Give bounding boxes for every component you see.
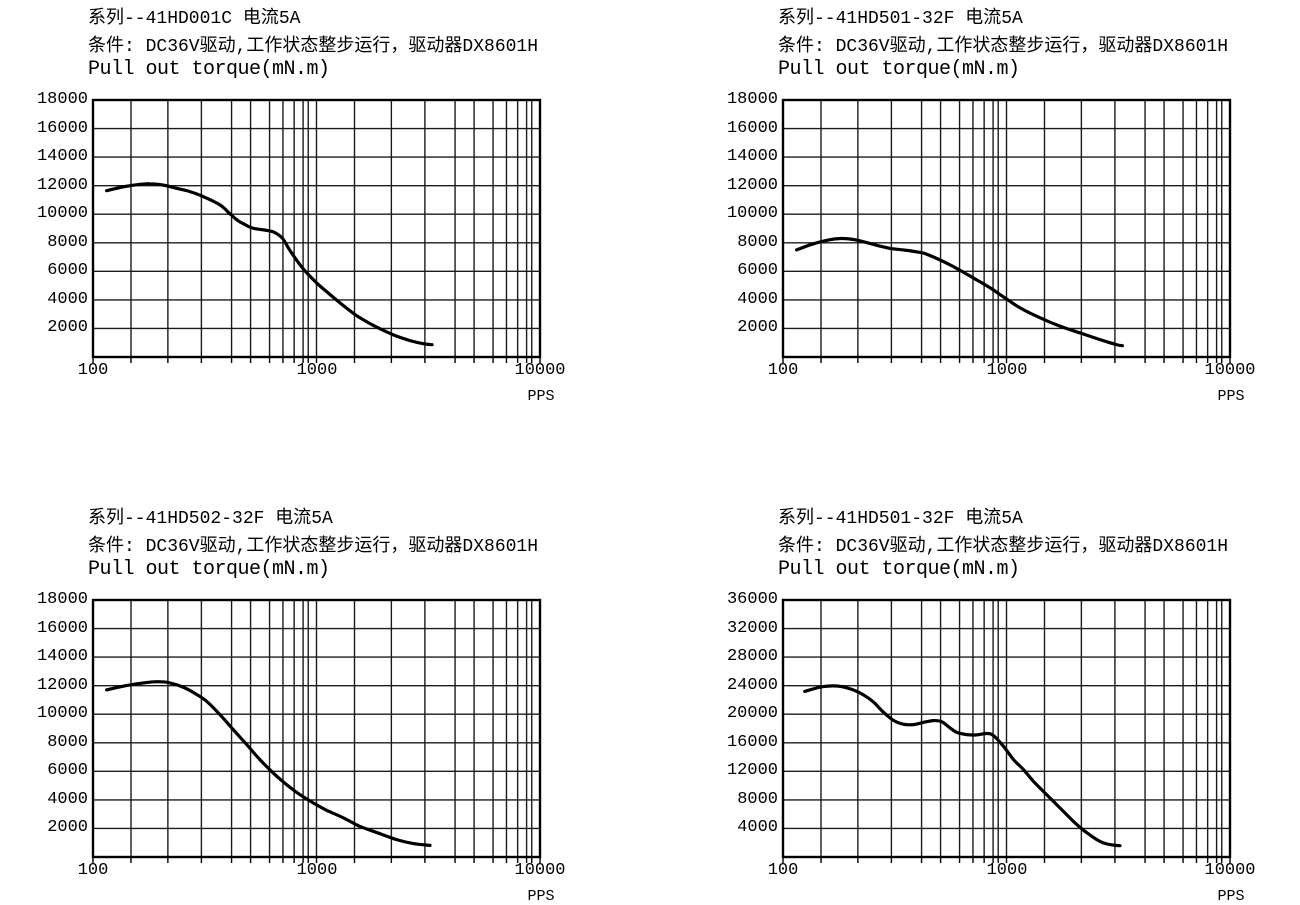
x-tick-label: 10000 (514, 361, 566, 380)
y-tick-label: 16000 (36, 618, 88, 638)
y-tick-label: 12000 (726, 761, 778, 781)
y-axis-title: Pull out torque(mN.m) (88, 58, 330, 81)
x-tick-label: 10000 (1204, 861, 1256, 880)
y-tick-label: 18000 (36, 590, 88, 609)
y-tick-label: 6000 (47, 761, 88, 781)
plot-grid (781, 598, 1232, 863)
torque-curve (795, 236, 1124, 348)
torque-curve (803, 684, 1122, 848)
y-tick-label: 6000 (737, 261, 778, 281)
x-axis-unit: PPS (527, 388, 555, 405)
y-tick-label: 6000 (47, 261, 88, 281)
x-tick-label: 100 (77, 361, 109, 380)
torque-curve (105, 680, 432, 847)
y-tick-label: 28000 (726, 647, 778, 667)
y-tick-label: 18000 (726, 90, 778, 109)
plot-area (91, 598, 542, 863)
y-tick-label: 20000 (726, 704, 778, 724)
y-tick-label: 4000 (47, 789, 88, 809)
series-title: 系列--41HD502-32F 电流5A (88, 509, 333, 529)
plot-area (781, 98, 1232, 363)
y-tick-label: 2000 (47, 818, 88, 838)
x-tick-label: 1000 (986, 861, 1028, 880)
x-tick-label: 100 (77, 861, 109, 880)
plot-border (781, 98, 1232, 359)
x-axis-unit: PPS (1217, 888, 1245, 905)
plot-area (91, 98, 542, 363)
y-tick-label: 2000 (47, 318, 88, 338)
condition-line: 条件: DC36V驱动,工作状态整步运行，驱动器DX8601H (88, 537, 539, 557)
y-tick-label: 14000 (36, 647, 88, 667)
x-tick-label: 100 (767, 361, 799, 380)
plot-border (781, 598, 1232, 859)
y-axis-title: Pull out torque(mN.m) (778, 558, 1020, 581)
y-tick-label: 16000 (726, 118, 778, 138)
x-tick-label: 1000 (986, 361, 1028, 380)
series-title: 系列--41HD501-32F 电流5A (778, 9, 1023, 29)
y-tick-label: 4000 (737, 818, 778, 838)
y-tick-label: 12000 (726, 175, 778, 195)
y-tick-label: 18000 (36, 90, 88, 109)
x-tick-label: 10000 (514, 861, 566, 880)
plot-border (91, 598, 542, 859)
x-tick-label: 100 (767, 861, 799, 880)
y-axis-title: Pull out torque(mN.m) (778, 58, 1020, 81)
plot-grid (91, 598, 542, 863)
y-tick-label: 14000 (36, 147, 88, 167)
y-tick-label: 32000 (726, 618, 778, 638)
x-tick-label: 10000 (1204, 361, 1256, 380)
y-tick-label: 12000 (36, 675, 88, 695)
plot-grid (781, 98, 1232, 363)
series-title: 系列--41HD501-32F 电流5A (778, 509, 1023, 529)
series-title: 系列--41HD001C 电流5A (88, 9, 301, 29)
plot-area (781, 598, 1232, 863)
y-tick-label: 8000 (47, 232, 88, 252)
y-tick-label: 2000 (737, 318, 778, 338)
x-axis-unit: PPS (527, 888, 555, 905)
condition-line: 条件: DC36V驱动,工作状态整步运行，驱动器DX8601H (778, 37, 1229, 57)
condition-line: 条件: DC36V驱动,工作状态整步运行，驱动器DX8601H (778, 537, 1229, 557)
y-tick-label: 24000 (726, 675, 778, 695)
y-tick-label: 8000 (737, 232, 778, 252)
y-tick-label: 10000 (36, 704, 88, 724)
y-tick-label: 14000 (726, 147, 778, 167)
condition-line: 条件: DC36V驱动,工作状态整步运行，驱动器DX8601H (88, 37, 539, 57)
y-tick-label: 36000 (726, 590, 778, 609)
y-tick-label: 16000 (36, 118, 88, 138)
y-tick-label: 4000 (737, 289, 778, 309)
plot-border (91, 98, 542, 359)
x-tick-label: 1000 (296, 361, 338, 380)
y-tick-label: 8000 (47, 732, 88, 752)
plot-grid (91, 98, 542, 363)
x-tick-label: 1000 (296, 861, 338, 880)
x-axis-unit: PPS (1217, 388, 1245, 405)
y-tick-label: 16000 (726, 732, 778, 752)
y-tick-label: 10000 (36, 204, 88, 224)
y-tick-label: 10000 (726, 204, 778, 224)
y-tick-label: 8000 (737, 789, 778, 809)
y-tick-label: 4000 (47, 289, 88, 309)
torque-curve (105, 182, 434, 347)
y-axis-title: Pull out torque(mN.m) (88, 558, 330, 581)
y-tick-label: 12000 (36, 175, 88, 195)
